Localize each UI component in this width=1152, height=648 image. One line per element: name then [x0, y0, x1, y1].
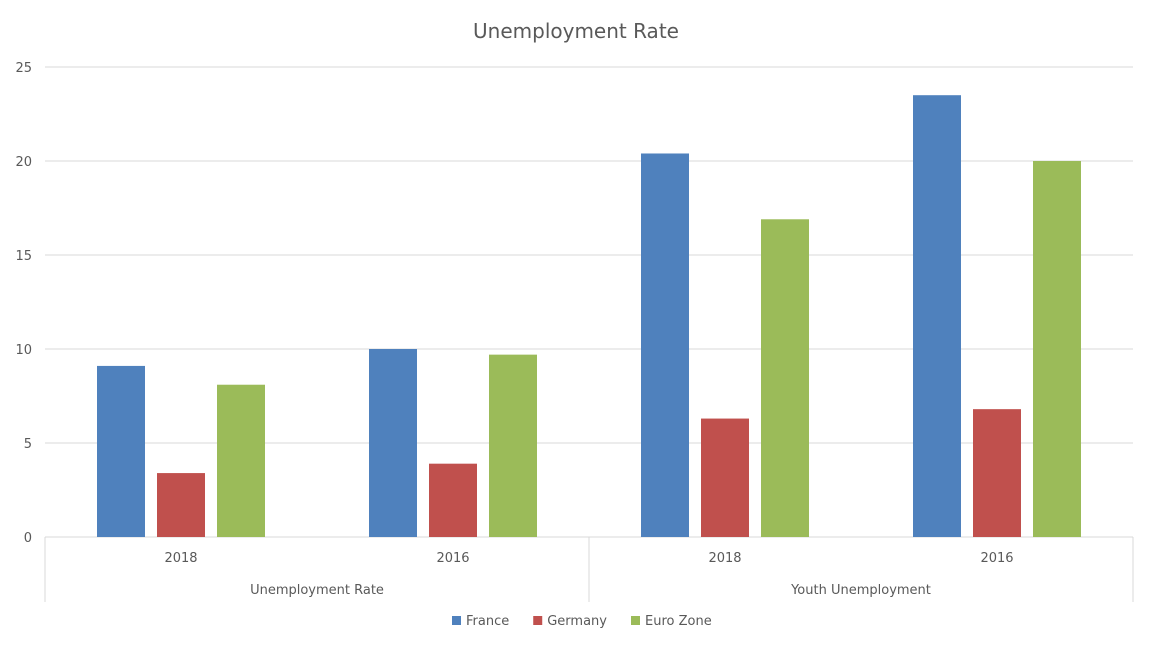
legend-label: Germany [547, 614, 607, 629]
y-tick-label: 25 [15, 61, 32, 76]
legend-label: France [466, 614, 509, 629]
axes [44, 536, 1134, 602]
bar-euro-zone [217, 384, 265, 537]
y-tick-label: 15 [15, 249, 32, 264]
bar-france [641, 153, 689, 538]
y-tick-label: 20 [15, 155, 32, 170]
x-tick-label: 2016 [436, 551, 469, 566]
bar-euro-zone [1033, 161, 1081, 537]
bar-france [369, 349, 417, 537]
bar-euro-zone [761, 219, 809, 537]
bar-euro-zone [489, 354, 537, 537]
bar-france [97, 365, 145, 537]
y-tick-label: 10 [15, 343, 32, 358]
legend-swatch [631, 616, 640, 625]
bars [97, 95, 1081, 538]
legend: France Germany Euro Zone [452, 614, 712, 629]
chart-title: Unemployment Rate [473, 19, 679, 43]
group-label: Unemployment Rate [250, 583, 384, 598]
legend-label: Euro Zone [645, 614, 712, 629]
bar-germany [973, 409, 1021, 537]
axis-labels: 0 5 10 15 20 25 2018 2016 2018 2016 Unemployment R… [15, 61, 1013, 598]
bar-france [913, 95, 961, 537]
y-tick-label: 0 [24, 531, 32, 546]
legend-swatch [452, 616, 461, 625]
bar-germany [701, 418, 749, 537]
group-label: Youth Unemployment [790, 583, 931, 598]
legend-swatch [533, 616, 543, 625]
bar-germany [157, 473, 205, 537]
x-tick-label: 2018 [708, 551, 741, 566]
gridlines [45, 66, 1133, 444]
x-tick-label: 2016 [980, 551, 1013, 566]
x-tick-label: 2018 [164, 551, 197, 566]
y-tick-label: 5 [24, 437, 32, 452]
bar-germany [429, 463, 477, 537]
